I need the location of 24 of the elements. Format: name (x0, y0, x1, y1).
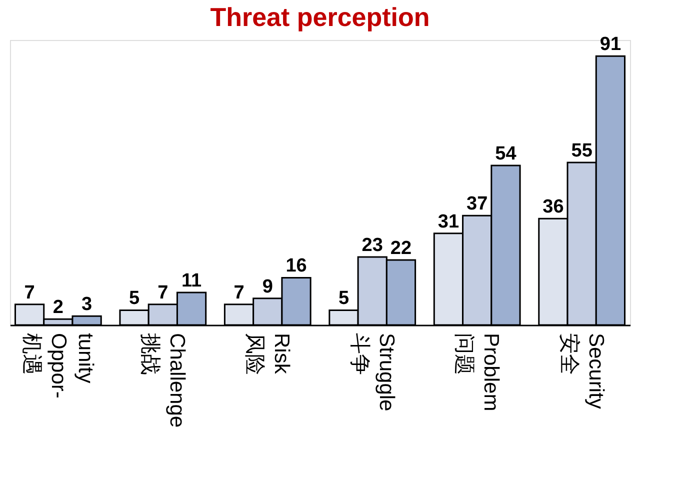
data-label: 54 (495, 143, 517, 164)
data-label: 23 (362, 235, 383, 256)
data-label: 7 (234, 282, 244, 304)
data-label: 7 (24, 282, 35, 304)
category-label: 风险 Risk (243, 333, 294, 375)
category-label: 安全 Security (557, 333, 608, 409)
data-label: 11 (181, 270, 202, 292)
data-label: 7 (158, 282, 168, 304)
data-label: 91 (600, 34, 622, 56)
data-label: 2 (52, 297, 64, 318)
data-label: 36 (542, 196, 564, 218)
data-label: 22 (390, 238, 412, 259)
data-label: 9 (262, 276, 273, 298)
data-label: 5 (338, 288, 350, 310)
data-label: 37 (466, 194, 488, 215)
chart-title: Threat perception (210, 2, 430, 32)
category-label: 斗争 Struggle (348, 333, 398, 412)
data-label: 5 (128, 288, 140, 310)
data-label: 3 (82, 294, 92, 316)
data-label: 16 (286, 256, 307, 277)
data-label: 31 (438, 211, 460, 232)
category-label: 问题 Problem (452, 333, 503, 412)
data-label: 55 (571, 140, 593, 162)
x-tick-label: 机遇 Oppor- tunity (20, 333, 98, 398)
